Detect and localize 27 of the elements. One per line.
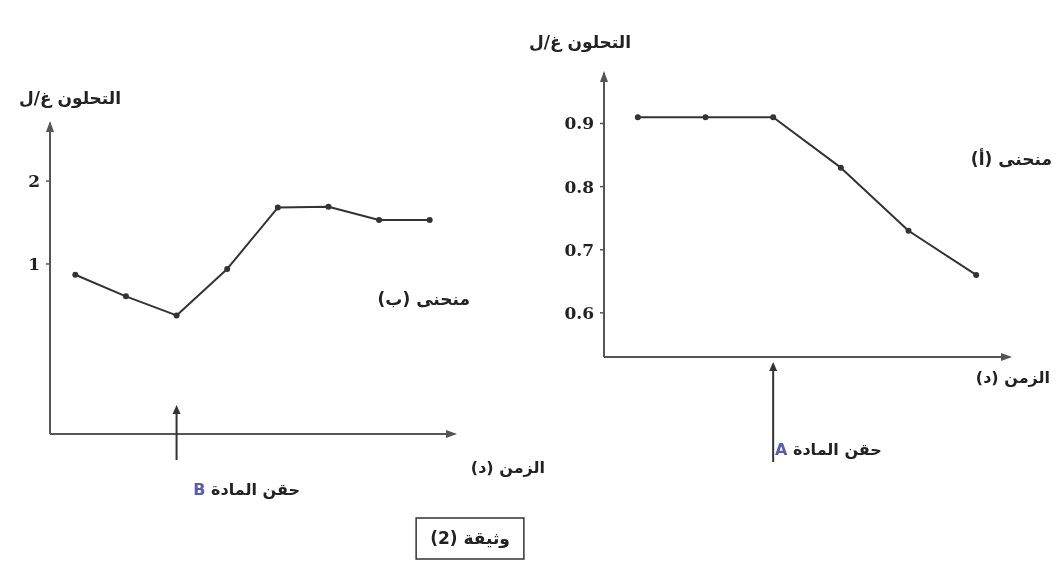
point xyxy=(837,164,844,171)
point xyxy=(702,114,709,121)
x-axis-title: الزمن (د) xyxy=(470,458,545,477)
point xyxy=(905,227,912,234)
point xyxy=(173,312,180,319)
point xyxy=(72,271,79,278)
y-tick-label: 0.9 xyxy=(564,113,594,134)
text: وثيقة (2) xyxy=(430,528,510,549)
text: منحنى (أ) xyxy=(970,148,1052,169)
y-tick-label: 0.7 xyxy=(564,239,594,260)
y-tick-label: 1 xyxy=(28,253,40,274)
y-tick-label: 0.6 xyxy=(564,302,594,323)
point xyxy=(770,114,777,121)
y-axis-title: التحلون غ/ل xyxy=(529,32,631,53)
point xyxy=(224,265,231,272)
point xyxy=(325,203,332,210)
point xyxy=(426,217,433,224)
text: منحنى (ب) xyxy=(377,289,470,309)
y-tick-label: 0.8 xyxy=(564,176,594,197)
y-tick-label: 2 xyxy=(28,171,40,192)
point xyxy=(122,293,129,300)
x-axis-title: الزمن (د) xyxy=(975,368,1050,387)
point xyxy=(274,204,281,211)
y-axis-title: التحلون غ/ل xyxy=(19,88,121,109)
point xyxy=(634,114,641,121)
point xyxy=(376,217,383,224)
point xyxy=(973,271,980,278)
